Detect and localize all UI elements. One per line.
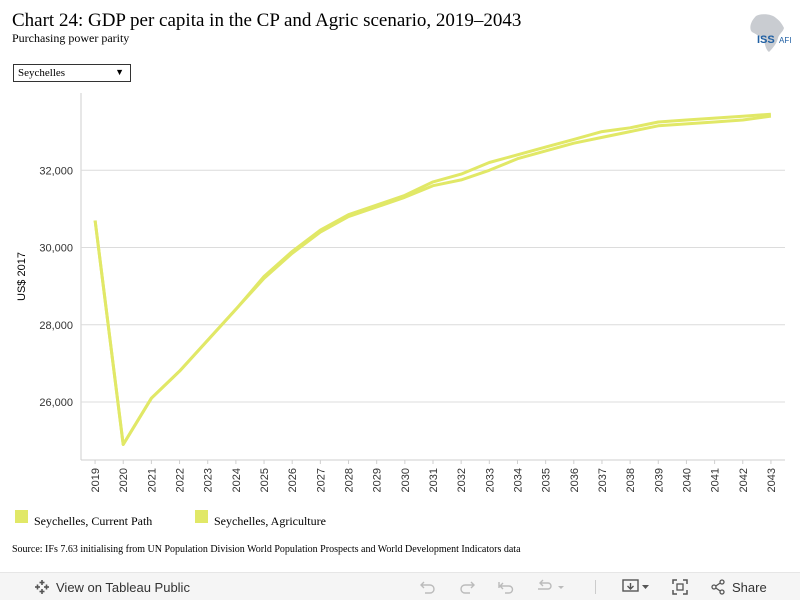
chart-title: Chart 24: GDP per capita in the CP and A… (12, 10, 522, 31)
logo-text: ISS (757, 34, 775, 46)
country-filter-value: Seychelles (18, 67, 66, 79)
undo-button[interactable] (419, 573, 437, 601)
series-lines (93, 112, 772, 446)
x-tick-label: 2035 (541, 468, 553, 492)
undo-icon (420, 581, 435, 594)
download-button[interactable] (621, 573, 651, 601)
legend-label: Seychelles, Agriculture (214, 514, 326, 528)
legend-label: Seychelles, Current Path (34, 514, 153, 528)
gridlines (80, 93, 785, 461)
refresh-button[interactable] (535, 573, 565, 601)
x-tick-label: 2042 (738, 468, 750, 492)
country-filter-dropdown[interactable]: Seychelles ▼ (13, 64, 131, 82)
y-axis-label: US$ 2017 (16, 252, 28, 301)
y-tick-label: 32,000 (39, 165, 73, 177)
redo-icon (460, 581, 475, 594)
x-tick-label: 2019 (90, 468, 102, 492)
x-tick-label: 2031 (428, 468, 440, 492)
series-line-agriculture (93, 114, 772, 446)
share-label: Share (732, 579, 767, 595)
revert-icon (498, 582, 514, 594)
series-line-current-path (93, 112, 772, 446)
x-tick-label: 2025 (259, 468, 271, 492)
source-note: Source: IFs 7.63 initialising from UN Po… (12, 544, 521, 555)
toolbar-divider (595, 580, 596, 594)
chevron-down-icon: ▼ (115, 67, 124, 77)
x-tick-label: 2036 (569, 468, 581, 492)
x-tick-label: 2039 (653, 468, 665, 492)
y-tick-label: 28,000 (39, 320, 73, 332)
x-tick-label: 2040 (681, 468, 693, 492)
redo-button[interactable] (458, 573, 476, 601)
fullscreen-button[interactable] (671, 573, 689, 601)
y-tick-label: 30,000 (39, 243, 73, 255)
x-tick-label: 2032 (456, 468, 468, 492)
legend-swatch (195, 510, 208, 523)
fullscreen-icon (672, 579, 688, 595)
view-on-tableau-label: View on Tableau Public (56, 579, 190, 595)
x-tick-label: 2023 (203, 468, 215, 492)
download-icon (622, 579, 649, 592)
x-tick-label: 2043 (766, 468, 778, 492)
x-tick-label: 2027 (315, 468, 327, 492)
y-axis-ticks: 26,000 28,000 30,000 32,000 (39, 165, 73, 409)
revert-button[interactable] (497, 573, 515, 601)
legend-swatch (15, 510, 28, 523)
iss-africa-logo: ISS AFI (750, 14, 791, 52)
x-tick-label: 2024 (231, 468, 243, 492)
refresh-icon (538, 579, 564, 590)
share-button[interactable]: Share (710, 573, 767, 601)
share-icon (711, 579, 725, 595)
logo-subtext: AFI (779, 36, 791, 45)
chart-legend: Seychelles, Current Path Seychelles, Agr… (0, 508, 800, 530)
x-tick-label: 2022 (175, 468, 187, 492)
x-tick-label: 2034 (512, 468, 524, 492)
x-tick-label: 2038 (625, 468, 637, 492)
tableau-icon (35, 580, 49, 594)
gdp-line-chart: 26,000 28,000 30,000 32,000 2019 2020 2021 202… (16, 93, 785, 492)
x-tick-label: 2026 (287, 468, 299, 492)
x-tick-label: 2030 (400, 468, 412, 492)
x-tick-label: 2028 (344, 468, 356, 492)
x-tick-label: 2033 (484, 468, 496, 492)
x-tick-label: 2041 (710, 468, 722, 492)
y-tick-label: 26,000 (39, 397, 73, 409)
x-tick-label: 2029 (372, 468, 384, 492)
view-on-tableau-button[interactable]: View on Tableau Public (34, 573, 190, 601)
x-tick-label: 2021 (146, 468, 158, 492)
chart-subtitle: Purchasing power parity (12, 31, 130, 45)
x-tick-label: 2037 (597, 468, 609, 492)
x-axis-ticks: 2019 2020 2021 2022 2023 2024 2025 2026 2027 2028… (90, 460, 778, 492)
tableau-toolbar: View on Tableau Public Share (0, 572, 800, 600)
x-tick-label: 2020 (118, 468, 130, 492)
